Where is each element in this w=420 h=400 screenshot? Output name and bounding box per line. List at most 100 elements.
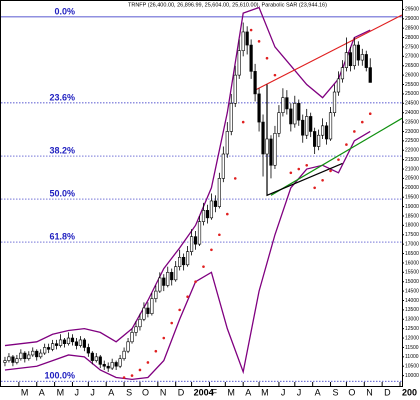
candle-body — [364, 54, 368, 68]
x-tick-label: A — [39, 387, 45, 397]
sar-dot — [321, 178, 324, 182]
x-tick-label: N — [160, 387, 167, 397]
candle-body — [78, 339, 83, 346]
candle-body — [114, 362, 118, 367]
sar-dot — [273, 73, 277, 77]
candle-body — [277, 112, 281, 134]
x-tick-label: O — [142, 387, 149, 397]
sar-dot — [146, 361, 150, 364]
y-tick-label: 16500 — [405, 251, 419, 257]
candle-body — [90, 352, 94, 361]
y-tick-label: 21500 — [405, 157, 419, 163]
sar-dot — [305, 163, 309, 167]
candle-body — [150, 298, 154, 314]
candle-body — [336, 78, 341, 93]
trendline — [270, 117, 403, 196]
candle-body — [301, 119, 305, 136]
y-tick-label: 13500 — [405, 307, 419, 313]
y-tick-label: 14500 — [405, 288, 419, 294]
candle-body — [221, 153, 225, 179]
y-tick-label: 29500 — [405, 7, 419, 13]
candle-body — [15, 358, 19, 363]
candle-body — [130, 332, 134, 343]
candle-body — [368, 67, 372, 83]
y-tick-label: 16000 — [405, 260, 419, 266]
trendline — [254, 14, 403, 91]
y-tick-label: 12000 — [405, 335, 419, 341]
candle-body — [253, 71, 257, 95]
candle-body — [320, 125, 325, 136]
x-tick-label: A — [315, 387, 321, 397]
x-tick-label: S — [333, 387, 339, 397]
x-tick-label: J — [281, 387, 286, 397]
candle-body — [237, 50, 241, 76]
y-tick-label: 20500 — [405, 176, 419, 182]
sar-dot — [170, 321, 174, 325]
sar-dot — [265, 56, 269, 60]
x-tick-label: O — [348, 387, 355, 397]
x-tick-label: A — [245, 387, 251, 397]
fib-label: 50.0% — [49, 188, 75, 198]
y-tick-label: 15500 — [405, 270, 419, 276]
candle-body — [54, 343, 59, 346]
candle-body — [23, 352, 27, 360]
sar-dot — [337, 158, 340, 161]
candle-body — [134, 326, 138, 333]
x-tick-label: J — [74, 387, 79, 397]
candle-body — [39, 352, 43, 358]
x-tick-label: D — [384, 387, 391, 397]
fib-label: 100.0% — [44, 371, 75, 381]
candle-body — [43, 347, 47, 354]
candle-body — [158, 277, 162, 292]
candle-body — [189, 236, 194, 252]
candle-body — [162, 277, 166, 286]
y-tick-label: 25000 — [405, 91, 419, 97]
y-tick-label: 15000 — [405, 279, 419, 285]
candle-body — [51, 343, 55, 350]
candle-body — [47, 347, 51, 350]
candle-body — [118, 358, 122, 367]
candle-body — [348, 52, 352, 67]
y-tick-label: 18000 — [405, 223, 419, 229]
candle-body — [241, 31, 245, 52]
candle-body — [317, 134, 321, 147]
candle-body — [225, 131, 229, 155]
sar-dot — [360, 120, 364, 124]
x-tick-label: D — [178, 387, 185, 397]
candle-body — [233, 74, 237, 104]
sar-dot — [194, 280, 197, 284]
candle-body — [217, 178, 221, 207]
candle-body — [122, 350, 126, 360]
y-tick-label: 20000 — [405, 185, 419, 191]
sar-dot — [289, 171, 293, 175]
candle-body — [19, 352, 23, 360]
candle-body — [305, 116, 309, 136]
trendline — [266, 84, 343, 197]
y-tick-label: 27000 — [405, 54, 419, 60]
sar-dot — [297, 167, 301, 171]
candle-body — [360, 54, 364, 61]
candle-body — [352, 44, 356, 67]
y-tick-label: 28500 — [405, 25, 419, 31]
sar-dot — [154, 349, 158, 353]
candle-body — [3, 360, 7, 363]
candle-body — [106, 365, 110, 369]
candle-body — [98, 356, 102, 365]
sar-dot — [210, 248, 213, 252]
sar-dot — [202, 265, 205, 268]
candle-body — [313, 131, 317, 147]
x-tick-label: J — [90, 387, 95, 397]
x-tick-label: M — [21, 387, 29, 397]
candle-body — [154, 290, 158, 299]
candle-body — [166, 272, 170, 286]
y-tick-label: 11500 — [405, 345, 419, 351]
candle-body — [273, 133, 277, 166]
y-tick-label: 28000 — [405, 35, 419, 41]
candle-body — [126, 341, 130, 352]
candle-body — [94, 356, 98, 361]
candle-body — [102, 364, 106, 367]
x-tick-label: 200 — [402, 387, 417, 397]
y-tick-label: 12500 — [405, 326, 419, 332]
candle-body — [340, 67, 345, 80]
candle-body — [27, 354, 31, 360]
